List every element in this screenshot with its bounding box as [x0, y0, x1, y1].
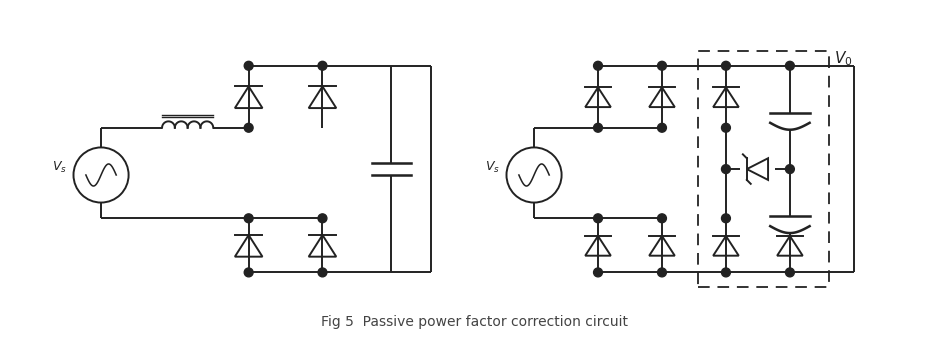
Circle shape — [721, 268, 731, 277]
Text: $V_s$: $V_s$ — [51, 159, 66, 174]
Bar — [698, 51, 829, 287]
Circle shape — [594, 214, 602, 223]
Text: $V_0$: $V_0$ — [834, 49, 853, 68]
Circle shape — [657, 214, 666, 223]
Circle shape — [244, 123, 253, 132]
Circle shape — [721, 214, 731, 223]
Circle shape — [318, 214, 327, 223]
Circle shape — [786, 165, 794, 173]
Circle shape — [721, 165, 731, 173]
Circle shape — [244, 268, 253, 277]
Circle shape — [657, 123, 666, 132]
Circle shape — [721, 61, 731, 70]
Circle shape — [594, 123, 602, 132]
Circle shape — [657, 268, 666, 277]
Circle shape — [721, 123, 731, 132]
Circle shape — [594, 268, 602, 277]
Circle shape — [244, 214, 253, 223]
Circle shape — [657, 61, 666, 70]
Text: Fig 5  Passive power factor correction circuit: Fig 5 Passive power factor correction ci… — [321, 314, 629, 328]
Circle shape — [318, 268, 327, 277]
Circle shape — [786, 268, 794, 277]
Text: $V_s$: $V_s$ — [484, 159, 500, 174]
Circle shape — [318, 61, 327, 70]
Circle shape — [594, 61, 602, 70]
Circle shape — [786, 61, 794, 70]
Circle shape — [244, 61, 253, 70]
